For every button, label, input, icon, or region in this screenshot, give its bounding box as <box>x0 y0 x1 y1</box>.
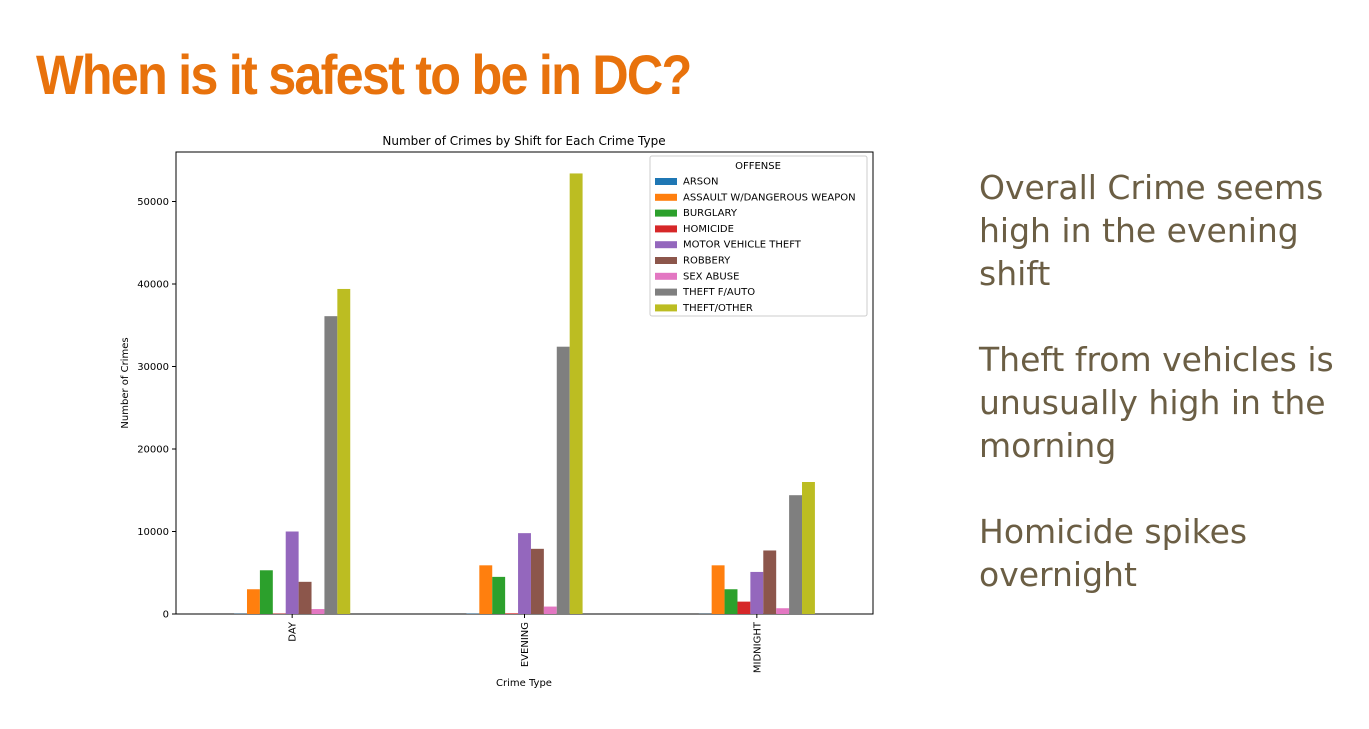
note-vehicle-theft: Theft from vehicles is unusually high in… <box>979 340 1334 465</box>
bar-theft-other-midnight <box>802 482 815 614</box>
legend-swatch-theft-f-auto <box>655 288 677 296</box>
legend-swatch-burglary <box>655 209 677 217</box>
bar-theft-other-day <box>337 288 351 614</box>
legend-label-arson: ARSON <box>683 177 719 188</box>
bar-robbery-evening <box>530 548 544 614</box>
slide-title: When is it safest to be in DC? <box>36 43 692 106</box>
legend-swatch-motor-vehicle-theft <box>655 241 677 249</box>
legend-label-homicide: HOMICIDE <box>683 224 734 235</box>
bar-robbery-day <box>298 581 312 614</box>
y-tick-label: 0 <box>163 610 169 621</box>
y-tick-label: 50000 <box>137 197 169 208</box>
bar-series-group <box>234 173 815 614</box>
y-tick-label: 40000 <box>137 280 169 291</box>
bar-homicide-evening <box>505 613 519 614</box>
legend-label-assault-w-dangerous-weapon: ASSAULT W/DANGEROUS WEAPON <box>683 192 856 203</box>
x-axis-label: Crime Type <box>496 678 552 689</box>
legend-swatch-homicide <box>655 225 677 233</box>
bar-theft-f-auto-midnight <box>789 495 803 614</box>
x-axis: DAY EVENING MIDNIGHT <box>288 614 763 673</box>
x-tick-label-evening: EVENING <box>520 622 531 667</box>
bar-robbery-midnight <box>763 550 777 614</box>
bar-burglary-evening <box>492 576 506 614</box>
bar-theft-f-auto-evening <box>556 346 570 614</box>
bar-theft-f-auto-day <box>324 316 338 614</box>
y-axis: 0 10000 20000 30000 40000 50000 <box>137 197 176 621</box>
bar-sex-abuse-midnight <box>776 608 790 614</box>
chart-title: Number of Crimes by Shift for Each Crime… <box>382 134 665 148</box>
legend-swatch-assault-w-dangerous-weapon <box>655 193 677 201</box>
x-tick-label-midnight: MIDNIGHT <box>752 621 763 673</box>
bar-assault-w-dangerous-weapon-midnight <box>711 565 725 614</box>
legend-label-sex-abuse: SEX ABUSE <box>683 271 739 282</box>
bar-theft-other-evening <box>569 173 583 614</box>
note-evening-crime: Overall Crime seems high in the evening … <box>979 168 1324 293</box>
y-tick-label: 20000 <box>137 445 169 456</box>
bar-motor-vehicle-theft-day <box>285 531 299 614</box>
legend: OFFENSE ARSON ASSAULT W/DANGEROUS WEAPON B… <box>649 155 868 317</box>
bar-burglary-midnight <box>724 589 738 614</box>
y-axis-label: Number of Crimes <box>120 337 131 428</box>
legend-swatch-arson <box>655 178 677 185</box>
bar-assault-w-dangerous-weapon-evening <box>479 565 493 614</box>
y-tick-label: 10000 <box>137 527 169 538</box>
bar-sex-abuse-day <box>311 609 325 614</box>
bar-burglary-day <box>259 570 273 614</box>
note-homicide: Homicide spikes overnight <box>979 512 1248 594</box>
legend-label-theft-f-auto: THEFT F/AUTO <box>682 287 755 298</box>
bar-motor-vehicle-theft-midnight <box>750 571 764 614</box>
legend-label-robbery: ROBBERY <box>683 256 731 267</box>
bar-motor-vehicle-theft-evening <box>518 533 531 614</box>
bar-sex-abuse-evening <box>543 606 557 614</box>
legend-label-theft-other: THEFT/OTHER <box>682 303 753 314</box>
legend-swatch-sex-abuse <box>655 272 677 280</box>
crimes-by-shift-chart: Number of Crimes by Shift for Each Crime… <box>120 134 874 689</box>
y-tick-label: 30000 <box>137 362 169 373</box>
notes-panel: Overall Crime seems high in the evening … <box>979 166 1349 639</box>
legend-swatch-robbery <box>655 257 677 264</box>
x-tick-label-day: DAY <box>288 621 299 642</box>
legend-label-motor-vehicle-theft: MOTOR VEHICLE THEFT <box>683 240 802 251</box>
bar-homicide-midnight <box>737 601 751 614</box>
legend-label-burglary: BURGLARY <box>683 208 738 219</box>
legend-swatch-theft-other <box>655 304 677 312</box>
legend-box <box>649 155 868 317</box>
bar-assault-w-dangerous-weapon-day <box>246 589 260 614</box>
legend-title: OFFENSE <box>735 161 781 172</box>
